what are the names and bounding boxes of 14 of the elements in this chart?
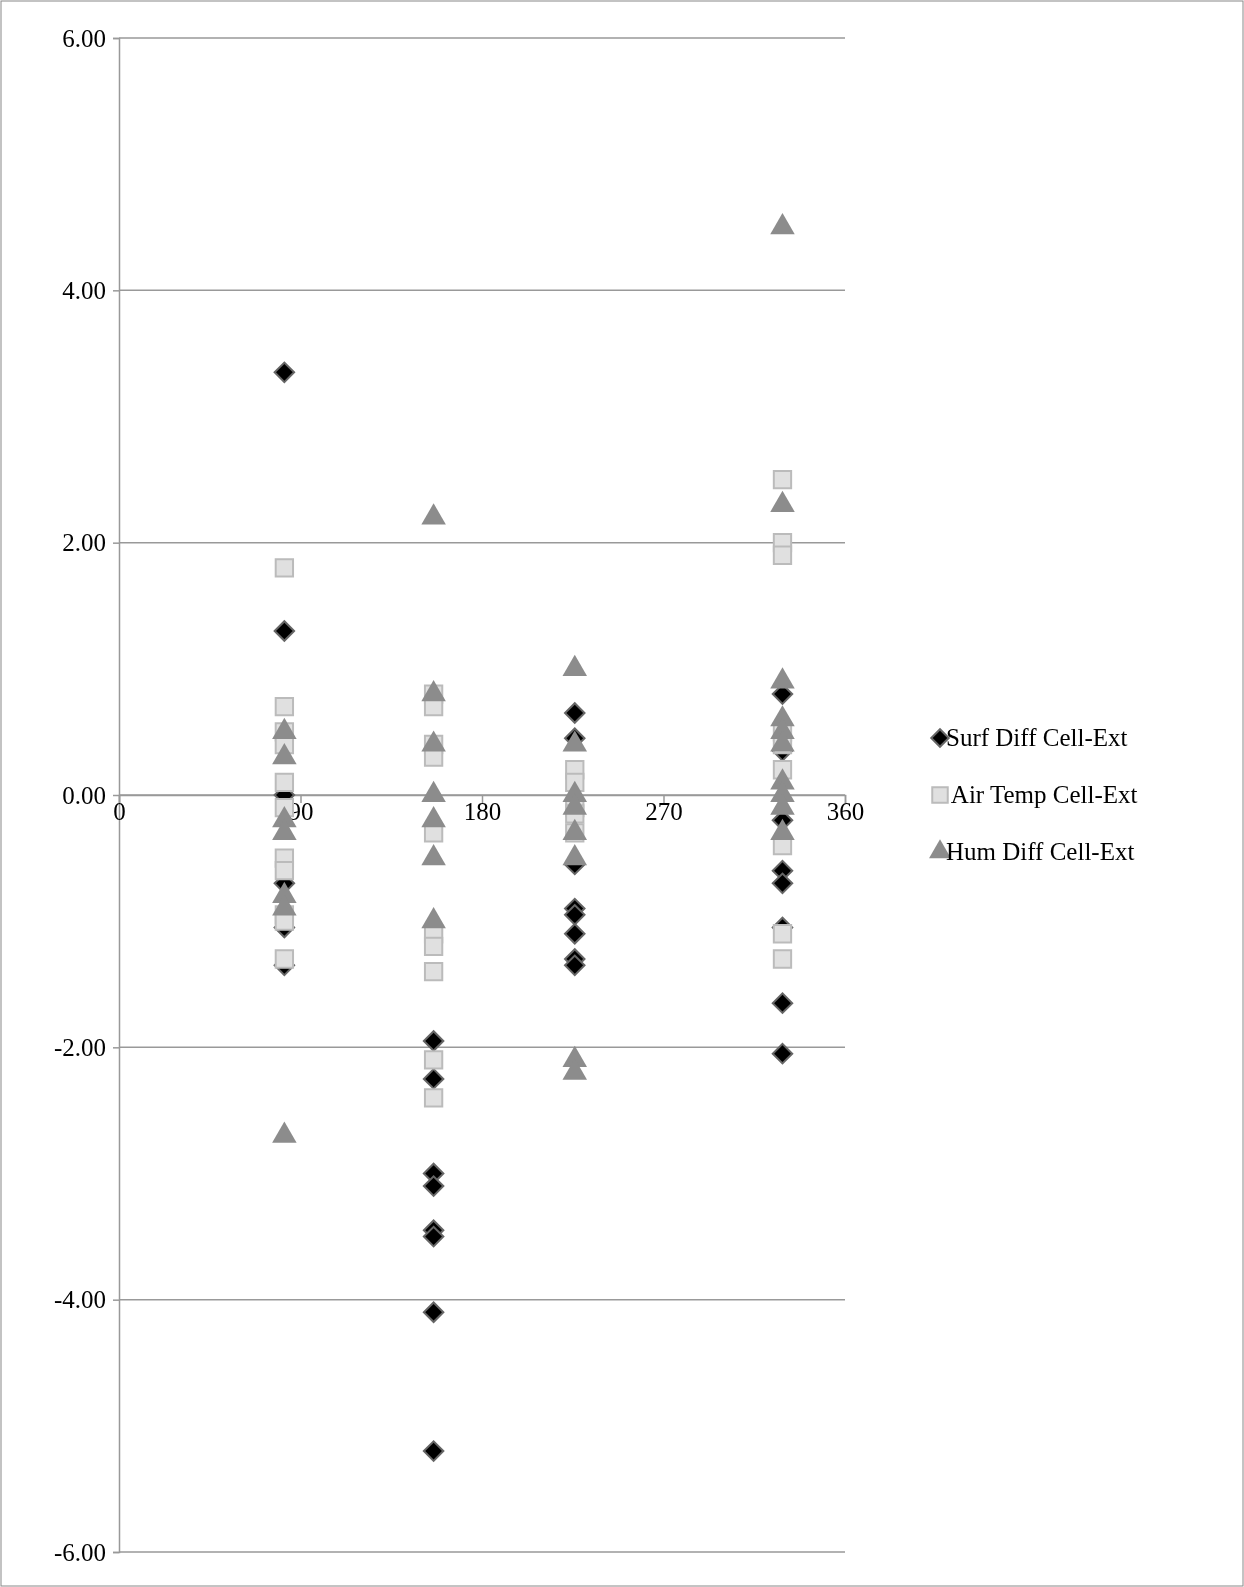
legend-label: Hum Diff Cell-Ext <box>946 838 1135 865</box>
x-tick-label: 360 <box>826 798 865 825</box>
y-tick-label: -4.00 <box>53 1286 106 1314</box>
x-tick-label: 0 <box>113 798 126 825</box>
x-tick-label: 270 <box>645 798 683 825</box>
y-tick-label: -6.00 <box>53 1538 106 1566</box>
y-tick-label: 6.00 <box>62 24 106 52</box>
y-tick-label: 2.00 <box>62 529 106 557</box>
legend-label: Surf Diff Cell-Ext <box>946 724 1128 751</box>
legend-label: Air Temp Cell-Ext <box>946 781 1138 808</box>
y-tick-label: 0.00 <box>62 781 106 809</box>
y-tick-label: -2.00 <box>53 1033 106 1061</box>
y-tick-label: 4.00 <box>62 276 106 304</box>
x-tick-label: 180 <box>463 798 502 825</box>
